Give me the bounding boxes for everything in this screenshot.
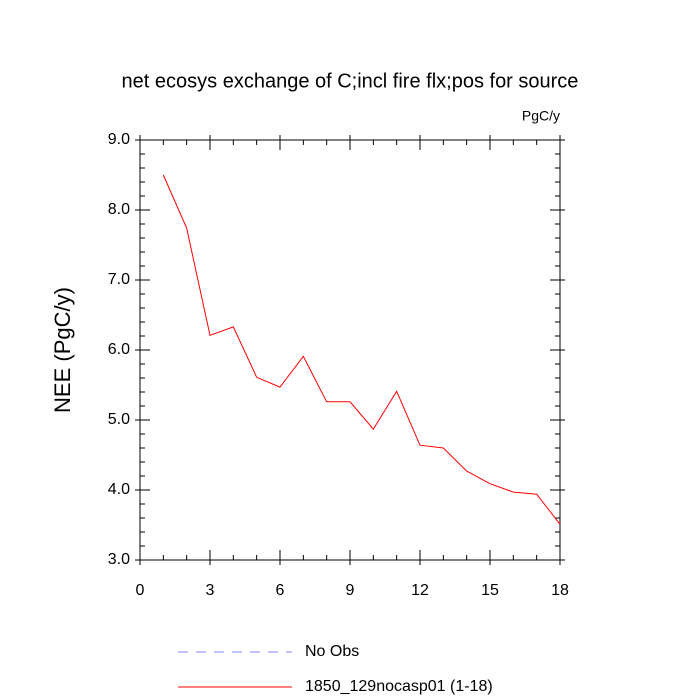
x-tick-label: 12 [411,582,429,599]
units-label: PgC/y [522,108,560,124]
x-tick-label: 15 [481,582,499,599]
legend-label: No Obs [305,643,359,660]
x-tick-label: 0 [136,582,145,599]
x-tick-label: 6 [276,582,285,599]
y-tick-label: 8.0 [108,201,130,218]
chart-title: net ecosys exchange of C;incl fire flx;p… [122,70,579,92]
y-tick-label: 6.0 [108,341,130,358]
legend-label: 1850_129nocasp01 (1-18) [305,678,493,695]
y-tick-label: 3.0 [108,551,130,568]
y-axis-label: NEE (PgC/y) [50,287,75,413]
x-tick-label: 9 [346,582,355,599]
x-tick-label: 3 [206,582,215,599]
y-tick-label: 7.0 [108,271,130,288]
plot-frame [139,139,561,561]
y-tick-label: 5.0 [108,411,130,428]
x-tick-label: 18 [551,582,569,599]
y-tick-label: 9.0 [108,131,130,148]
y-tick-label: 4.0 [108,481,130,498]
data-line [162,174,561,525]
